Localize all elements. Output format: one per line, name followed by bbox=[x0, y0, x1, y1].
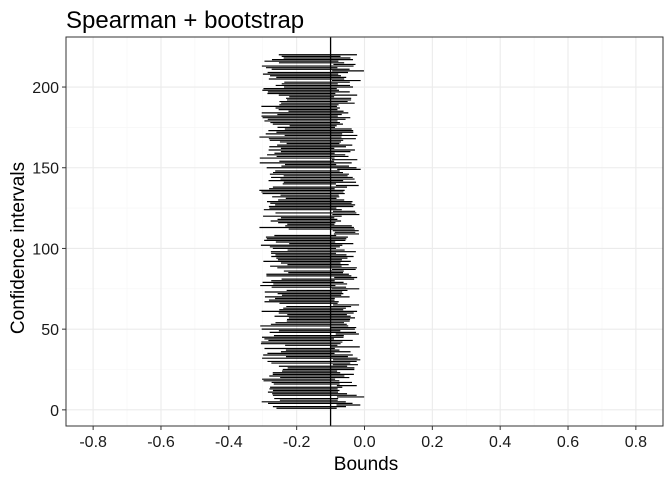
y-tick-label: 100 bbox=[32, 241, 59, 258]
x-axis-ticks: -0.8 -0.6 -0.4 -0.2 0.0 0.2 0.4 0.6 0.8 bbox=[79, 426, 647, 451]
y-tick-label: 200 bbox=[32, 80, 59, 97]
x-tick-label: -0.2 bbox=[283, 434, 311, 451]
y-axis-label: Confidence intervals bbox=[8, 162, 29, 334]
x-tick-label: -0.4 bbox=[215, 434, 243, 451]
x-tick-label: 0.8 bbox=[625, 434, 647, 451]
y-tick-label: 0 bbox=[50, 403, 59, 420]
chart-title: Spearman + bootstrap bbox=[66, 7, 304, 34]
grid bbox=[66, 37, 663, 426]
x-tick-label: 0.4 bbox=[489, 434, 511, 451]
y-axis-ticks: 0 50 100 150 200 bbox=[32, 80, 66, 420]
y-tick-label: 150 bbox=[32, 161, 59, 178]
x-tick-label: 0.0 bbox=[353, 434, 375, 451]
x-tick-label: 0.2 bbox=[421, 434, 443, 451]
x-tick-label: -0.6 bbox=[147, 434, 175, 451]
x-tick-label: -0.8 bbox=[79, 434, 107, 451]
interval-segments bbox=[259, 54, 365, 409]
x-tick-label: 0.6 bbox=[557, 434, 579, 451]
y-tick-label: 50 bbox=[41, 322, 59, 339]
x-axis-label: Bounds bbox=[334, 454, 398, 475]
